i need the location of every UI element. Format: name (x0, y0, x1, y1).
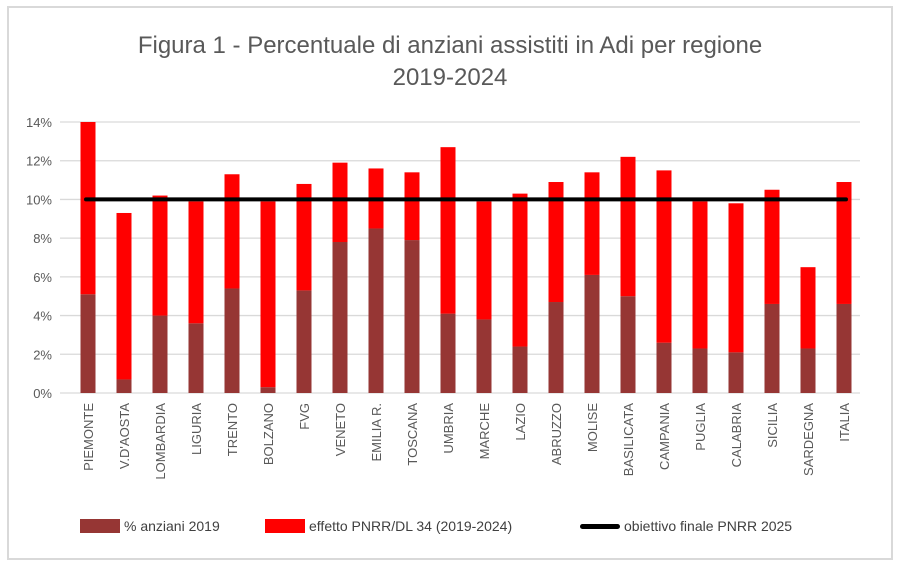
bar-effect (152, 195, 168, 316)
x-tick-label: LOMBARDIA (153, 403, 168, 480)
bar-base (152, 315, 168, 393)
legend-swatch-effect (265, 519, 305, 533)
x-tick-label: SICILIA (765, 403, 780, 448)
bar-base (656, 342, 672, 393)
x-tick-label: V.D'AOSTA (117, 403, 132, 469)
bar-base (368, 228, 384, 393)
legend-swatch-base (80, 519, 120, 533)
x-tick-label: CAMPANIA (657, 403, 672, 470)
chart-title-line1: Figura 1 - Percentuale di anziani assist… (137, 32, 763, 59)
bar-effect (620, 156, 636, 297)
bar-base (80, 294, 96, 393)
chart-title-line2: 2019-2024 (392, 64, 508, 91)
bar-effect (260, 201, 276, 388)
bar-effect (800, 267, 816, 349)
x-tick-label: ABRUZZO (549, 403, 564, 465)
legend-swatch-target (580, 523, 620, 529)
bar-base (332, 242, 348, 393)
x-tick-label: VENETO (333, 403, 348, 456)
x-tick-label: UMBRIA (441, 403, 456, 454)
y-tick-label: 14% (26, 115, 52, 130)
bar-effect (476, 201, 492, 320)
legend-item-base: % anziani 2019 (80, 518, 220, 534)
bar-effect (548, 182, 564, 303)
bar-base (296, 290, 312, 393)
bar-base (116, 379, 132, 393)
x-tick-label: PUGLIA (693, 403, 708, 451)
bar-base (476, 319, 492, 393)
bar-base (728, 352, 744, 393)
x-tick-label: PIEMONTE (81, 403, 96, 471)
y-tick-label: 6% (33, 270, 52, 285)
bar-base (188, 323, 204, 393)
bar-effect (656, 170, 672, 343)
bar-effect (80, 122, 96, 295)
bar-base (800, 348, 816, 393)
y-tick-label: 12% (26, 154, 52, 169)
x-tick-label: TRENTO (225, 403, 240, 456)
bar-effect (116, 212, 132, 380)
y-tick-label: 2% (33, 347, 52, 362)
x-tick-label: BOLZANO (261, 403, 276, 465)
bar-base (260, 387, 276, 393)
bar-effect (296, 183, 312, 291)
bar-effect (692, 201, 708, 349)
x-tick-label: MARCHE (477, 403, 492, 460)
bar-base (836, 303, 852, 393)
legend-label-effect: effetto PNRR/DL 34 (2019-2024) (309, 518, 513, 534)
bar-base (404, 240, 420, 393)
bar-effect (332, 162, 348, 243)
x-tick-label: LIGURIA (189, 403, 204, 455)
bar-effect (188, 201, 204, 324)
x-tick-label: CALABRIA (729, 403, 744, 468)
x-tick-label: ITALIA (837, 403, 852, 442)
bar-effect (404, 172, 420, 241)
bar-base (440, 313, 456, 393)
bar-effect (728, 203, 744, 353)
legend-item-effect: effetto PNRR/DL 34 (2019-2024) (265, 518, 512, 534)
chart-frame (7, 6, 893, 560)
legend-item-target: obiettivo finale PNRR 2025 (580, 518, 792, 534)
bar-effect (584, 172, 600, 275)
x-tick-label: SARDEGNA (801, 403, 816, 476)
bar-base (512, 346, 528, 393)
bar-effect (836, 182, 852, 304)
bar-base (620, 296, 636, 393)
legend-label-target: obiettivo finale PNRR 2025 (624, 518, 793, 534)
x-tick-label: BASILICATA (621, 403, 636, 477)
x-tick-label: FVG (297, 403, 312, 430)
y-tick-label: 4% (33, 309, 52, 324)
bar-base (548, 302, 564, 393)
x-tick-label: MOLISE (585, 403, 600, 452)
y-tick-label: 8% (33, 231, 52, 246)
bar-base (692, 348, 708, 393)
bar-base (764, 303, 780, 393)
bar-base (584, 274, 600, 393)
bar-effect (224, 174, 240, 289)
bar-base (224, 288, 240, 393)
bar-effect (764, 189, 780, 304)
bar-effect (512, 193, 528, 347)
y-tick-label: 10% (26, 192, 52, 207)
x-tick-label: EMILIA R. (369, 403, 384, 462)
bar-effect (440, 147, 456, 314)
x-tick-label: TOSCANA (405, 403, 420, 466)
x-tick-label: LAZIO (513, 403, 528, 441)
y-tick-label: 0% (33, 386, 52, 401)
legend-label-base: % anziani 2019 (124, 518, 220, 534)
